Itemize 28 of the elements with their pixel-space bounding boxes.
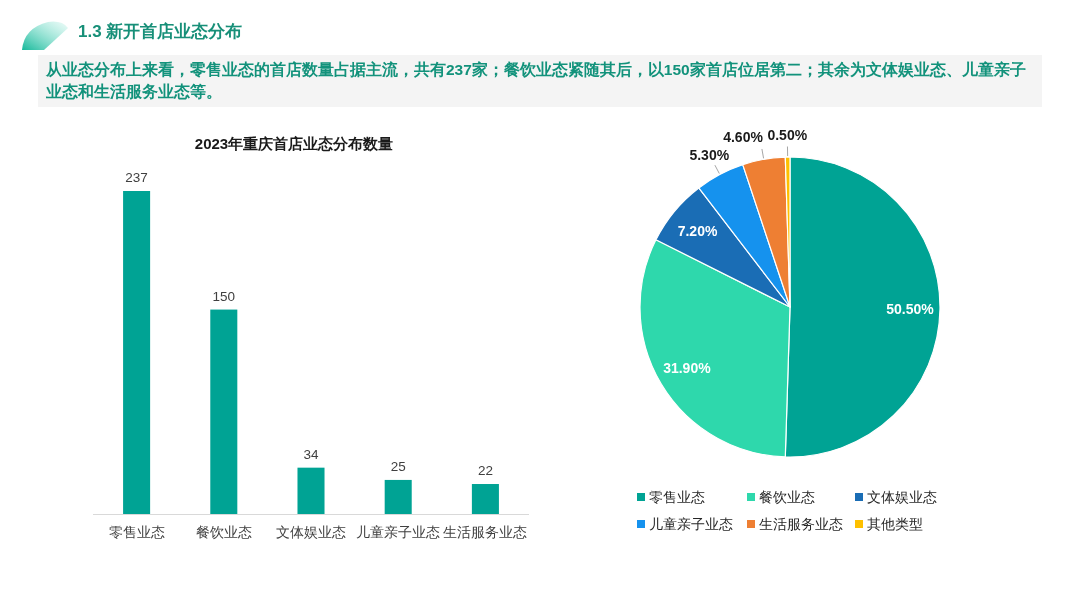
data-label: 31.90% (663, 360, 712, 377)
data-label: 34 (303, 446, 319, 462)
bar (210, 309, 238, 514)
data-label: 22 (477, 463, 493, 479)
chart-title: 2023年重庆首店业态分布数量 (194, 135, 394, 152)
text: 从业态分布上来看，零售业态的首店数量占据主流，共有237家；餐饮业态紧随其后，以150家首店位居第二；其余为文体娱业态、儿童亲子业态和生活服务业态等。 (38, 55, 1042, 107)
data-label: 50.50% (886, 300, 935, 317)
x-tick-label: 生活服务业态 (443, 525, 528, 540)
data-label: 0.50% (767, 126, 808, 143)
x-tick-label: 餐饮业态 (195, 525, 252, 540)
x-tick-label: 儿童亲子业态 (356, 525, 441, 540)
legend-label: 文体娱业态 (867, 490, 937, 505)
data-label: 237 (125, 170, 148, 185)
data-label: 150 (212, 288, 236, 304)
bar (384, 479, 412, 514)
bar (471, 484, 499, 514)
text: 1.3 新开首店业态分布 (78, 21, 243, 43)
legend-label: 其他类型 (867, 517, 923, 532)
data-label: 7.20% (677, 222, 718, 239)
data-label: 4.60% (723, 129, 764, 146)
data-label: 25 (390, 458, 406, 474)
legend-label: 零售业态 (649, 490, 705, 505)
x-tick-label: 零售业态 (108, 525, 165, 540)
bar (297, 467, 325, 514)
bar (123, 191, 151, 514)
data-label: 5.30% (689, 146, 730, 163)
legend-label: 餐饮业态 (759, 490, 815, 505)
x-tick-label: 文体娱业态 (276, 525, 346, 540)
